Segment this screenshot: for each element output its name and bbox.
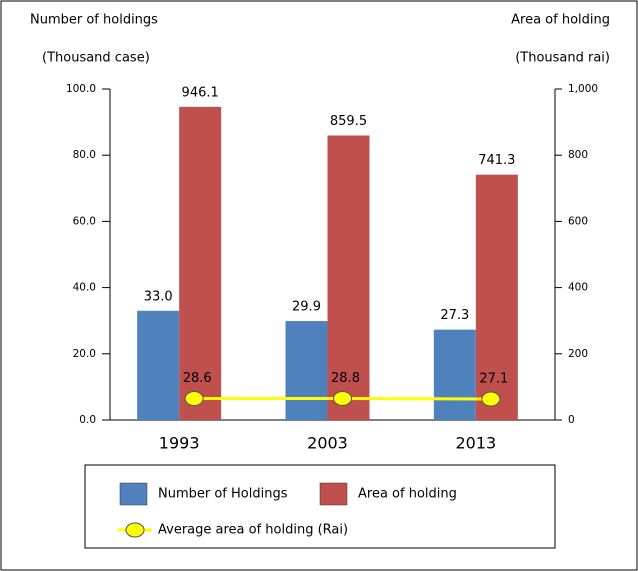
x-tick-label: 2013 [455,434,496,453]
legend-swatch [119,482,148,506]
y2-tick-label: 1,000 [568,83,598,95]
value-label: 946.1 [182,85,219,100]
y-tick-label: 60.0 [73,215,96,227]
legend-label: Area of holding [358,487,457,502]
y-tick-label: 40.0 [73,282,96,294]
value-label: 28.6 [183,371,212,386]
bar [179,106,222,421]
bar [433,329,476,420]
y2-axis-unit: (Thousand rai) [515,51,610,66]
value-label: 27.3 [440,308,469,323]
value-label: 27.1 [479,372,508,387]
legend-marker [125,522,145,538]
y2-tick-label: 800 [568,149,588,161]
y2-tick-label: 600 [568,215,588,227]
legend-swatch [319,482,348,506]
bar [137,310,180,420]
legend [84,464,556,549]
y-tick-label: 100.0 [66,83,96,95]
value-label: 33.0 [144,289,173,304]
line-marker [333,390,352,406]
y-axis-title: Number of holdings [30,13,158,28]
bar [475,174,518,420]
y2-tick-label: 400 [568,282,588,294]
value-label: 859.5 [330,114,367,129]
value-label: 29.9 [292,300,321,315]
legend-label: Number of Holdings [158,487,288,502]
y-axis-unit: (Thousand case) [42,51,150,66]
bar [327,135,370,420]
x-tick-label: 1993 [159,434,200,453]
line-marker [481,391,501,407]
y2-tick-label: 200 [568,348,588,360]
legend-label: Average area of holding (Rai) [158,523,348,538]
line-marker [184,391,204,407]
x-tick-label: 2003 [307,434,348,453]
bar [285,321,328,420]
y-tick-label: 20.0 [73,348,96,360]
value-label: 28.8 [331,371,360,386]
y2-axis-title: Area of holding [511,13,610,28]
y-tick-label: 0.0 [79,414,96,426]
value-label: 741.3 [478,153,515,168]
y2-tick-label: 0 [568,414,575,426]
y-tick-label: 80.0 [73,149,96,161]
